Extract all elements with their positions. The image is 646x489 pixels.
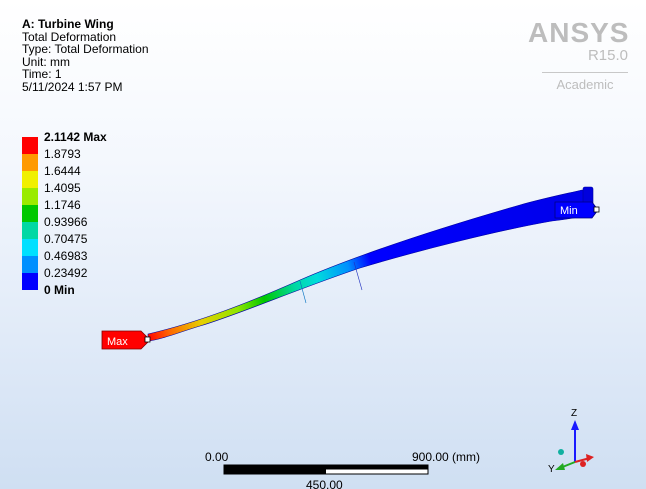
legend-label: 0.93966: [44, 215, 88, 229]
ansys-logo: ANSYS R15.0 Academic: [528, 17, 630, 93]
result-info-block: A: Turbine Wing Total Deformation Type: …: [22, 18, 149, 94]
legend-label: 1.4095: [44, 181, 81, 195]
legend-label: 0.46983: [44, 249, 88, 263]
info-line: Time: 1: [22, 67, 62, 82]
contour-band-edge: [353, 261, 363, 291]
axis-triad[interactable]: Z Y: [548, 408, 594, 475]
contour-band-edge: [299, 280, 307, 304]
info-line: Type: Total Deformation: [22, 42, 149, 57]
legend-label-max: 2.1142 Max: [44, 130, 107, 144]
legend-swatch: [22, 256, 38, 273]
scale-left-label: 0.00: [205, 450, 229, 464]
legend-label: 0.23492: [44, 266, 88, 280]
max-probe-label: Max: [107, 336, 128, 348]
legend-swatch: [22, 137, 38, 154]
model-title: A: Turbine Wing: [22, 17, 114, 31]
legend-swatch: [22, 239, 38, 256]
triad-y-label: Y: [548, 464, 555, 475]
info-line: Total Deformation: [22, 29, 117, 44]
turbine-wing[interactable]: [147, 189, 595, 342]
legend-swatch: [22, 154, 38, 171]
info-line: Unit: mm: [22, 54, 70, 69]
legend-label: 1.1746: [44, 198, 81, 212]
info-line: 5/11/2024 1:57 PM: [22, 79, 123, 94]
triad-origin-sphere: [558, 449, 564, 455]
legend-swatch: [22, 222, 38, 239]
scale-right-label: 900.00 (mm): [412, 450, 480, 464]
legend-label: 1.6444: [44, 164, 81, 178]
legend-swatch: [22, 188, 38, 205]
min-probe-label: Min: [560, 205, 578, 217]
triad-z-label: Z: [571, 408, 577, 419]
legend-label: 1.8793: [44, 147, 81, 161]
brand-name: ANSYS: [528, 17, 630, 48]
brand-version: R15.0: [587, 47, 628, 64]
scale-bar: 0.00 900.00 (mm) 450.00: [205, 450, 480, 489]
legend-label: 0.70475: [44, 232, 88, 246]
legend-swatch: [22, 171, 38, 188]
brand-edition: Academic: [542, 72, 628, 92]
triad-x-sphere: [580, 461, 586, 467]
min-probe[interactable]: Min: [554, 201, 600, 219]
legend-label-min: 0 Min: [44, 283, 75, 297]
max-probe[interactable]: Max: [101, 330, 151, 350]
legend-swatch: [22, 273, 38, 290]
scale-mid-label: 450.00: [306, 478, 343, 489]
legend-swatch: [22, 205, 38, 222]
